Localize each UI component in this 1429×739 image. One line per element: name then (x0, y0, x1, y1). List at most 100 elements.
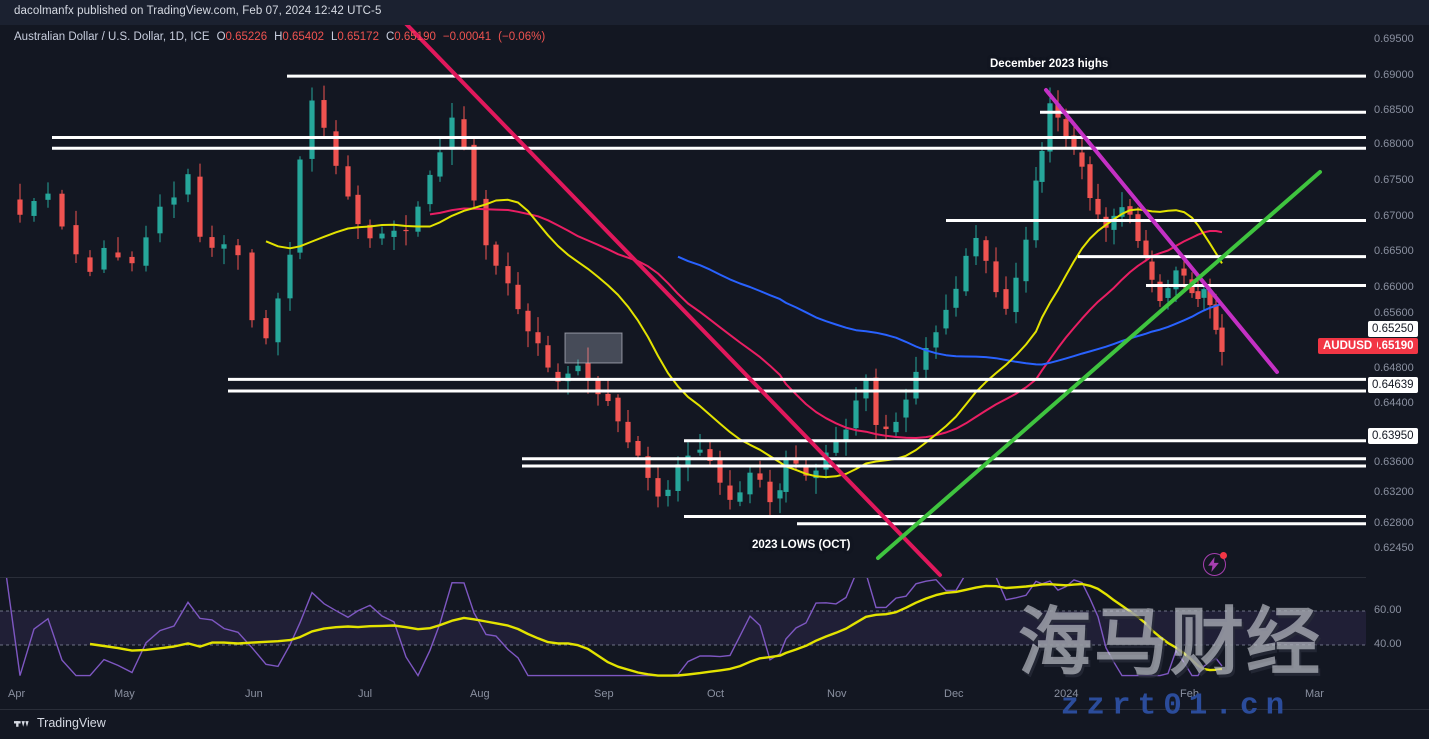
time-tick-label: Mar (1305, 688, 1324, 700)
price-level-label[interactable]: 0.64639 (1368, 377, 1418, 393)
candle-body (615, 397, 621, 422)
candle-body (625, 421, 631, 443)
time-tick-label: Apr (8, 688, 26, 700)
footer (0, 710, 1429, 739)
candle-body (675, 464, 681, 491)
watermark-cn: 海马财经 (1018, 600, 1322, 684)
candle-body (515, 284, 521, 310)
chart-legend[interactable]: Australian Dollar / U.S. Dollar, 1D, ICE… (14, 31, 545, 43)
candle-body (1023, 239, 1029, 282)
candle-body (853, 400, 859, 429)
candle-body (665, 489, 671, 497)
candle-body (1087, 164, 1093, 199)
chart-annotation[interactable]: 2023 LOWS (OCT) (752, 539, 851, 551)
candle-body (493, 244, 499, 266)
candle-body (717, 458, 723, 483)
candle-body (143, 237, 149, 266)
legend-change: −0.00041 (442, 31, 492, 43)
candle-body (235, 245, 241, 256)
lightning-bolt-icon (1208, 557, 1219, 572)
price-tick-label: 0.62450 (1374, 542, 1414, 554)
tradingview-logo[interactable]: TradingView (14, 716, 106, 730)
time-tick-label: Nov (827, 688, 847, 700)
time-tick-label: Sep (594, 688, 614, 700)
candle-body (757, 473, 763, 480)
last-price-label[interactable]: 0.65190 (1368, 338, 1418, 354)
candle-body (707, 449, 713, 461)
candle-body (355, 194, 361, 225)
consolidation-box (564, 332, 623, 364)
candle-body (1013, 277, 1019, 313)
candle-body (525, 310, 531, 332)
candle-body (655, 478, 661, 497)
price-tick-label: 0.64400 (1374, 397, 1414, 409)
candle-body (635, 441, 641, 456)
time-tick-label: Oct (707, 688, 725, 700)
candle-body (171, 197, 177, 205)
trendline-descending-crimson (404, 25, 942, 577)
rsi-ma-line (89, 582, 1223, 677)
candle-body (973, 237, 979, 257)
candle-body (1181, 268, 1187, 276)
candle-body (565, 373, 571, 382)
candle-body (953, 288, 959, 308)
watermark-url: zzrt01.cn (1060, 688, 1292, 724)
publisher-text: dacolmanfx published on TradingView.com,… (14, 5, 382, 17)
candle-body (1201, 289, 1207, 298)
candle-body (595, 379, 601, 395)
legend-open-value: 0.65226 (225, 31, 268, 43)
rsi-line (5, 578, 1223, 678)
price-level-label[interactable]: 0.63950 (1368, 428, 1418, 444)
publisher-bar (0, 0, 1429, 25)
symbol-badge[interactable]: AUDUSD (1318, 338, 1378, 354)
candle-body (345, 166, 351, 197)
candle-body (1111, 215, 1117, 230)
candle-body (197, 176, 203, 237)
candle-body (1063, 119, 1069, 138)
legend-low-label: L (331, 31, 338, 43)
chart-annotation[interactable]: December 2023 highs (990, 58, 1109, 70)
candle-body (963, 255, 969, 292)
price-tick-label: 0.66000 (1374, 281, 1414, 293)
price-axis[interactable]: 0.69500 0.69000 0.68500 0.68000 0.67500 0.670… (1366, 25, 1429, 683)
candle-body (605, 393, 611, 402)
candle-body (157, 206, 163, 234)
candle-body (863, 378, 869, 399)
candle-body (427, 174, 433, 205)
ma-line-yellow (265, 198, 1223, 479)
candle-body (1071, 135, 1077, 149)
price-tick-label: 0.69000 (1374, 69, 1414, 81)
candle-body (249, 252, 255, 321)
price-pane[interactable] (0, 25, 1366, 578)
candle-body (461, 119, 467, 148)
price-level-label[interactable]: 0.65250 (1368, 321, 1418, 337)
candle-body (263, 318, 269, 339)
candle-body (747, 472, 753, 495)
candle-body (993, 261, 999, 293)
candle-body (833, 441, 839, 453)
candle-body (1033, 180, 1039, 241)
price-tick-label: 0.62800 (1374, 517, 1414, 529)
trendline-descending-magenta (1044, 88, 1279, 374)
candle-body (185, 174, 191, 195)
legend-close-label: C (385, 31, 395, 43)
candle-body (275, 298, 281, 343)
price-tick-label: 0.68000 (1374, 138, 1414, 150)
time-axis-bottom-border (0, 709, 1429, 710)
candle-body (321, 100, 327, 128)
candle-body (783, 457, 789, 492)
candle-body (575, 365, 581, 372)
price-tick-label: 0.63200 (1374, 486, 1414, 498)
time-axis[interactable]: Apr May Jun Jul Aug Sep Oct Nov Dec 2024 Feb Mar (0, 683, 1429, 709)
price-tick-label: 0.65600 (1374, 307, 1414, 319)
candle-body (437, 152, 443, 177)
candle-body (1119, 207, 1125, 217)
candle-body (367, 224, 373, 239)
lightning-alert-badge-icon[interactable] (1203, 552, 1227, 576)
time-tick-label: Jun (245, 688, 263, 700)
candle-body (943, 309, 949, 329)
rsi-pane[interactable] (0, 578, 1366, 683)
price-tick-label: 0.69500 (1374, 33, 1414, 45)
candle-body (17, 199, 23, 215)
